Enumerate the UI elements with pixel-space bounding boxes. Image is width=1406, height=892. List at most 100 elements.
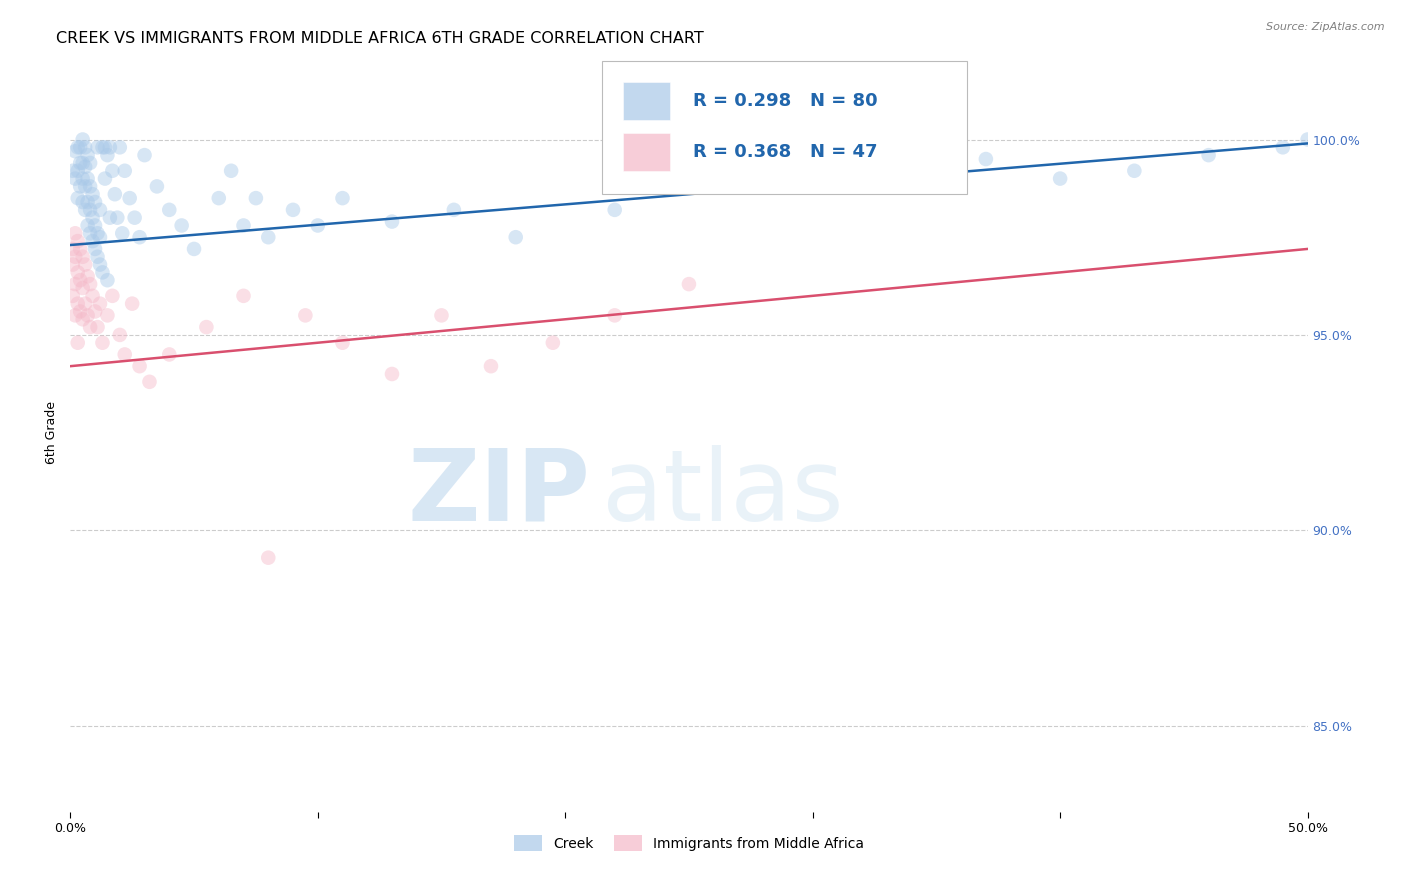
Point <box>69 304 91 318</box>
Point <box>66 296 89 310</box>
Point <box>98 140 121 154</box>
Point <box>76 194 98 209</box>
Legend: Creek, Immigrants from Middle Africa: Creek, Immigrants from Middle Africa <box>508 828 870 858</box>
Point <box>96 273 118 287</box>
Point <box>75 258 97 272</box>
Point <box>1049 171 1071 186</box>
Point <box>65 277 87 292</box>
Point <box>678 179 700 194</box>
Point <box>65 309 87 323</box>
Text: CREEK VS IMMIGRANTS FROM MIDDLE AFRICA 6TH GRADE CORRELATION CHART: CREEK VS IMMIGRANTS FROM MIDDLE AFRICA 6… <box>56 31 704 46</box>
Point <box>62 258 84 272</box>
Point <box>157 202 180 217</box>
Point <box>75 202 97 217</box>
Point <box>69 140 91 154</box>
Point <box>128 230 150 244</box>
Point <box>66 191 89 205</box>
Point <box>96 309 118 323</box>
Point <box>66 163 89 178</box>
Point <box>62 242 84 256</box>
Point <box>281 202 304 217</box>
Point <box>146 179 169 194</box>
Point <box>101 163 124 178</box>
Point <box>332 191 354 205</box>
Point <box>76 171 98 186</box>
Point <box>86 320 108 334</box>
Point <box>505 230 527 244</box>
Point <box>69 242 91 256</box>
Point <box>65 145 87 159</box>
Text: R = 0.368   N = 47: R = 0.368 N = 47 <box>693 143 877 161</box>
Point <box>69 273 91 287</box>
Point <box>72 281 94 295</box>
Point <box>79 156 101 170</box>
Point <box>72 194 94 209</box>
Point <box>381 214 404 228</box>
Point <box>86 227 108 241</box>
Point <box>76 309 98 323</box>
Point <box>111 227 134 241</box>
Point <box>98 211 121 225</box>
Point <box>307 219 329 233</box>
Point <box>62 163 84 178</box>
Point <box>157 347 180 361</box>
Point <box>245 191 267 205</box>
Point <box>134 148 156 162</box>
Point <box>219 163 242 178</box>
Point <box>381 367 404 381</box>
Point <box>603 309 626 323</box>
Point <box>72 132 94 146</box>
Text: atlas: atlas <box>602 445 844 541</box>
Point <box>91 265 114 279</box>
Point <box>479 359 502 374</box>
Point <box>101 289 124 303</box>
Point <box>79 227 101 241</box>
Point <box>72 250 94 264</box>
Point <box>121 296 143 310</box>
Point <box>96 148 118 162</box>
Point <box>91 335 114 350</box>
Point <box>86 250 108 264</box>
Point <box>114 163 136 178</box>
Point <box>776 171 799 186</box>
Point <box>195 320 218 334</box>
Point <box>114 347 136 361</box>
Text: R = 0.298   N = 80: R = 0.298 N = 80 <box>693 92 877 111</box>
Point <box>76 269 98 284</box>
Point <box>108 327 131 342</box>
Point <box>294 309 316 323</box>
Point <box>257 550 280 565</box>
Point <box>86 140 108 154</box>
Point <box>75 179 97 194</box>
Point <box>332 335 354 350</box>
Point <box>79 202 101 217</box>
Point <box>72 171 94 186</box>
Point <box>108 140 131 154</box>
Point <box>65 171 87 186</box>
Point <box>232 219 254 233</box>
Point <box>1123 163 1146 178</box>
Point <box>75 140 97 154</box>
Point <box>89 296 111 310</box>
Point <box>69 156 91 170</box>
Point <box>84 194 107 209</box>
Point <box>1296 132 1319 146</box>
Point <box>72 156 94 170</box>
Point <box>94 171 117 186</box>
Point <box>170 219 193 233</box>
Point <box>232 289 254 303</box>
Point <box>66 140 89 154</box>
Point <box>84 304 107 318</box>
Point <box>82 187 104 202</box>
Point <box>65 250 87 264</box>
Point <box>65 227 87 241</box>
Point <box>66 234 89 248</box>
Point <box>603 202 626 217</box>
Point <box>124 211 146 225</box>
Point <box>118 191 141 205</box>
Point <box>128 359 150 374</box>
Point <box>183 242 205 256</box>
Point <box>257 230 280 244</box>
Point <box>66 265 89 279</box>
Point <box>443 202 465 217</box>
